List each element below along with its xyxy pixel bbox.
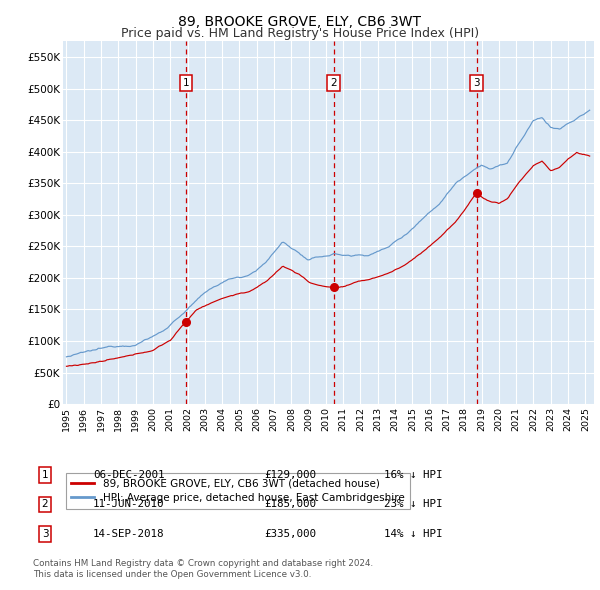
Text: 23% ↓ HPI: 23% ↓ HPI xyxy=(384,500,443,509)
Text: 16% ↓ HPI: 16% ↓ HPI xyxy=(384,470,443,480)
Text: 2: 2 xyxy=(330,78,337,88)
Text: 14% ↓ HPI: 14% ↓ HPI xyxy=(384,529,443,539)
Text: 1: 1 xyxy=(41,470,49,480)
Text: 3: 3 xyxy=(473,78,480,88)
Text: 14-SEP-2018: 14-SEP-2018 xyxy=(93,529,164,539)
Text: Contains HM Land Registry data © Crown copyright and database right 2024.: Contains HM Land Registry data © Crown c… xyxy=(33,559,373,568)
Text: £129,000: £129,000 xyxy=(264,470,316,480)
Text: 11-JUN-2010: 11-JUN-2010 xyxy=(93,500,164,509)
Text: Price paid vs. HM Land Registry's House Price Index (HPI): Price paid vs. HM Land Registry's House … xyxy=(121,27,479,40)
Text: £185,000: £185,000 xyxy=(264,500,316,509)
Text: £335,000: £335,000 xyxy=(264,529,316,539)
Text: 2: 2 xyxy=(41,500,49,509)
Legend: 89, BROOKE GROVE, ELY, CB6 3WT (detached house), HPI: Average price, detached ho: 89, BROOKE GROVE, ELY, CB6 3WT (detached… xyxy=(65,473,410,509)
Text: 89, BROOKE GROVE, ELY, CB6 3WT: 89, BROOKE GROVE, ELY, CB6 3WT xyxy=(179,15,421,29)
Text: 1: 1 xyxy=(183,78,190,88)
Text: 3: 3 xyxy=(41,529,49,539)
Text: This data is licensed under the Open Government Licence v3.0.: This data is licensed under the Open Gov… xyxy=(33,571,311,579)
Text: 06-DEC-2001: 06-DEC-2001 xyxy=(93,470,164,480)
